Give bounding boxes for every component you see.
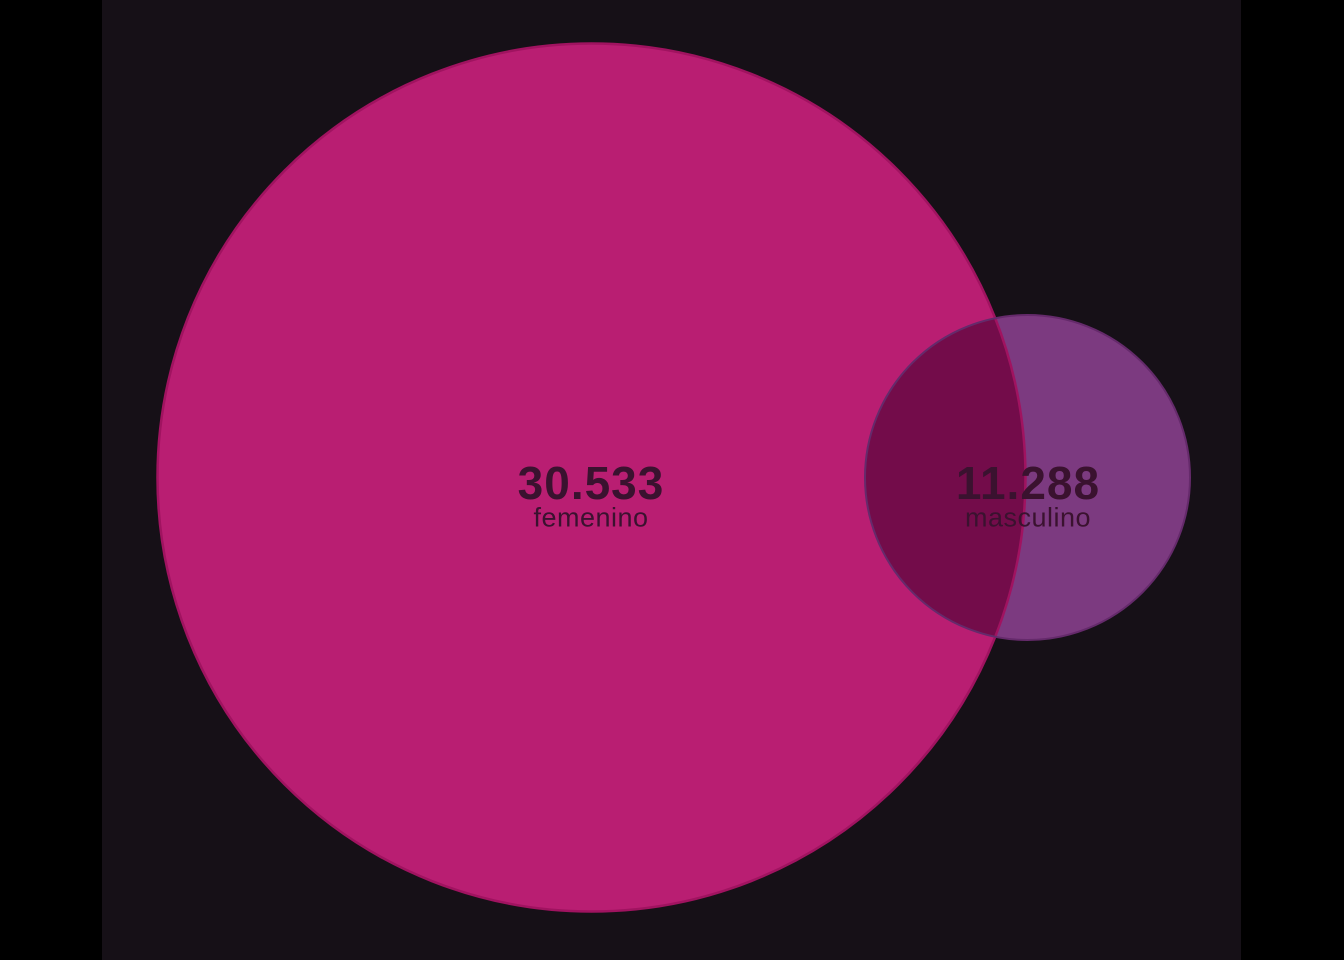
masculino-circle-outline — [864, 314, 1191, 641]
letterbox-left-bar — [0, 0, 102, 960]
letterbox-right-bar — [1241, 0, 1344, 960]
femenino-circle-outline — [156, 42, 1027, 913]
femenino-circle[interactable] — [157, 43, 1026, 912]
